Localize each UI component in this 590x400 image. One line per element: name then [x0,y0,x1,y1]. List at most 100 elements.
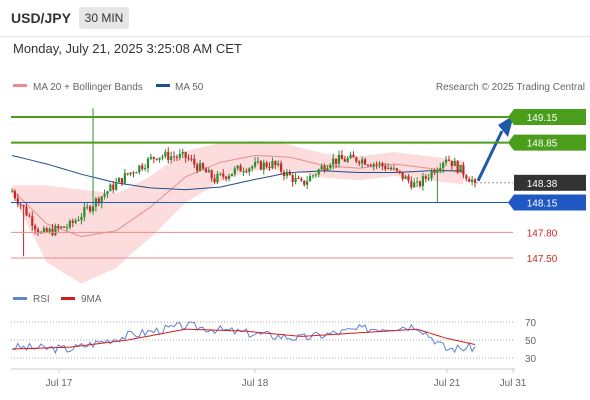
candle [181,151,184,154]
symbol-label: USD/JPY [11,10,71,26]
candle [86,206,89,208]
level-tag-148.85 [508,134,586,151]
x-axis: Jul 17 Jul 18 Jul 21 Jul 31 [46,369,527,389]
candle [256,161,260,163]
candle [332,158,335,165]
candle [77,220,80,222]
candle [230,173,234,176]
candle [459,164,462,173]
candle [48,228,51,232]
candle [10,191,14,193]
bollinger-legend-swatch [13,84,27,87]
bollinger-legend-label: MA 20 + Bollinger Bands [33,82,143,93]
candle [462,164,465,176]
candle [378,163,381,165]
candle [123,173,126,184]
candle [22,205,25,207]
candle [453,161,456,167]
candle [109,184,112,192]
candle [236,165,239,169]
candle [346,158,349,162]
level-tag-148.38 [514,174,586,191]
bollinger-band [12,140,464,284]
candle [213,178,216,183]
candle [349,154,352,159]
level-label-147.50: 147.50 [527,254,558,265]
candle [31,216,34,226]
candle [80,216,83,221]
candle [167,151,170,161]
candle [335,158,338,164]
candle [57,225,60,228]
rsi-ma-legend-swatch [61,297,75,300]
candle [311,175,315,177]
candle [268,166,271,168]
rsi-tick-50: 50 [525,336,537,347]
candle [436,170,439,173]
candle [439,168,442,171]
candle [387,167,390,170]
candle [450,160,453,167]
candle [155,158,158,160]
candle [352,154,355,158]
timeframe-button[interactable]: 30 MIN [79,7,129,29]
candle [242,171,245,173]
level-label-148.15: 148.15 [527,198,558,209]
candle [340,154,343,160]
rsi-line [11,321,476,355]
candle [300,178,303,181]
candle [175,156,179,158]
candle [381,163,384,167]
candle [366,164,370,166]
candle [207,170,210,173]
candle [259,161,262,170]
candle [103,193,106,197]
candle [141,165,144,169]
chart-header: USD/JPY 30 MIN [0,0,590,37]
candle [442,162,445,169]
candle [253,162,257,167]
candle [45,228,48,232]
candle [320,166,323,170]
level-label-147.80: 147.80 [527,228,558,239]
candle [120,178,124,184]
candle [42,228,45,233]
candle [424,176,427,179]
candle [36,229,40,233]
candle [89,206,92,212]
candle [389,167,393,170]
level-tag-148.15 [508,194,586,211]
candle [329,164,332,169]
candle [19,204,22,206]
candle [471,179,474,182]
candle [71,220,74,223]
level-label-148.38: 148.38 [527,179,558,190]
candle [210,170,213,179]
ma50-legend-label: MA 50 [175,82,204,93]
rsi-tick-70: 70 [525,318,537,329]
candle [216,174,219,183]
candle [294,177,297,183]
candle [178,153,181,158]
levels-group: 149.15 148.85 148.38 148.15 147.80 147.50 [11,109,586,265]
candle [343,159,346,162]
candle [427,177,430,179]
candle [401,172,404,180]
candle [190,158,193,160]
candle [28,215,31,217]
candle [375,164,378,166]
candle [152,156,155,159]
candle [306,181,309,185]
candle [323,166,326,171]
x-tick-label: Jul 17 [46,378,73,389]
candle [219,173,222,175]
candle [34,225,37,230]
candle [126,173,129,175]
ma50-line [11,155,464,191]
candle [430,170,433,178]
candle [91,206,95,212]
candle [233,168,236,174]
candle [326,168,329,171]
candle [248,168,251,172]
